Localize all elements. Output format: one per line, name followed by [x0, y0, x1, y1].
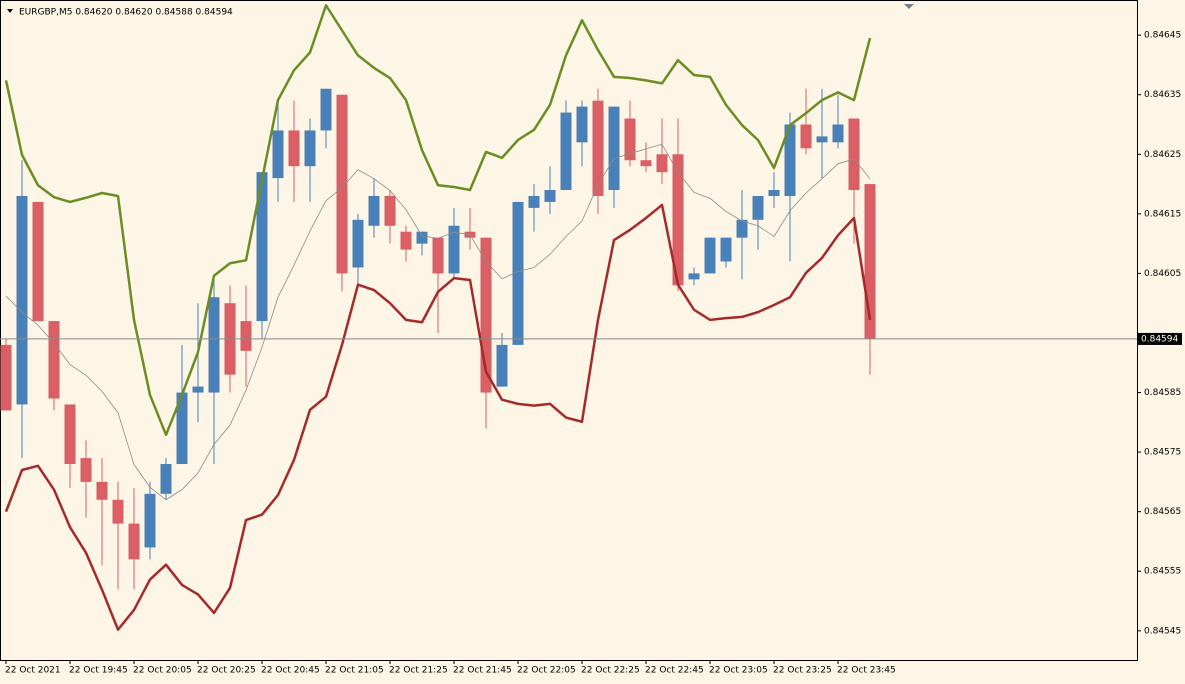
candle-body: [848, 118, 860, 191]
candle-body: [384, 195, 396, 226]
candle-body: [368, 195, 380, 226]
candle-body: [432, 237, 444, 274]
band-upper: [4, 4, 872, 437]
y-tick-label: 0.84605: [1144, 269, 1181, 279]
x-tick-label: 22 Oct 19:45: [69, 666, 128, 676]
chart-title: EURGBP,M5 0.84620 0.84620 0.84588 0.8459…: [19, 8, 233, 18]
candle-body: [672, 154, 684, 286]
candle-body: [64, 404, 76, 465]
candle-body: [512, 201, 524, 345]
candle-body: [16, 195, 28, 405]
candle-body: [256, 172, 268, 322]
candle-body: [96, 481, 108, 500]
candle-body: [160, 464, 172, 494]
candle-body: [176, 392, 188, 465]
candle-body: [592, 100, 604, 196]
x-tick-label: 22 Oct 23:45: [837, 666, 896, 676]
candle-body: [208, 297, 220, 393]
candle-body: [864, 184, 876, 339]
candle-body: [816, 136, 828, 143]
plot-frame: [0, 0, 1138, 661]
candle-body: [192, 386, 204, 393]
x-tick-label: 22 Oct 22:05: [517, 666, 576, 676]
y-tick-label: 0.84575: [1144, 448, 1181, 458]
current-price-box: [1138, 332, 1182, 345]
candle-body: [768, 190, 780, 196]
candle-body: [272, 130, 284, 179]
candle-body: [320, 88, 332, 131]
candle-body: [32, 201, 44, 322]
y-tick-label: 0.84545: [1144, 626, 1181, 636]
candle-body: [112, 499, 124, 524]
candle-body: [448, 225, 460, 274]
candle-body: [80, 458, 92, 482]
x-tick-label: 22 Oct 20:45: [261, 666, 320, 676]
x-tick-label: 22 Oct 22:25: [581, 666, 640, 676]
band-middle: [5, 143, 871, 501]
candle-body: [544, 190, 556, 202]
x-tick-label: 22 Oct 2021: [5, 666, 61, 676]
candle-body: [0, 344, 12, 411]
candle-body: [688, 273, 700, 280]
candle-body: [560, 112, 572, 191]
candle-body: [800, 124, 812, 149]
x-tick-label: 22 Oct 21:45: [453, 666, 512, 676]
y-tick-label: 0.84645: [1144, 31, 1181, 41]
band-lower: [4, 203, 872, 631]
shift-marker: [904, 4, 914, 9]
candle-body: [304, 130, 316, 167]
candle-body: [336, 94, 348, 274]
x-tick-label: 22 Oct 21:25: [389, 666, 448, 676]
candle-body: [352, 219, 364, 268]
candle-body: [416, 231, 428, 244]
candle-body: [128, 523, 140, 560]
candle-body: [624, 118, 636, 161]
candle-body: [704, 237, 716, 274]
candle-body: [480, 237, 492, 393]
menu-arrow[interactable]: [7, 9, 13, 13]
candle-body: [144, 493, 156, 548]
x-tick-label: 22 Oct 20:05: [133, 666, 192, 676]
y-tick-label: 0.84585: [1144, 388, 1181, 398]
candle-body: [240, 321, 252, 351]
y-tick-label: 0.84615: [1144, 209, 1181, 219]
y-tick-label: 0.84565: [1144, 507, 1181, 517]
candle-body: [640, 160, 652, 167]
x-tick-label: 22 Oct 22:45: [645, 666, 704, 676]
current-price-label: 0.84594: [1141, 334, 1178, 344]
y-tick-label: 0.84625: [1144, 150, 1181, 160]
y-tick-label: 0.84635: [1144, 90, 1181, 100]
x-tick-label: 22 Oct 23:25: [773, 666, 832, 676]
candle-body: [832, 124, 844, 143]
candle-body: [752, 195, 764, 220]
candle-body: [608, 106, 620, 191]
candle-body: [288, 130, 300, 167]
candle-body: [400, 231, 412, 250]
x-tick-label: 22 Oct 20:25: [197, 666, 256, 676]
y-tick-label: 0.84555: [1144, 567, 1181, 577]
candle-body: [784, 124, 796, 196]
candle-body: [528, 195, 540, 208]
candle-body: [496, 344, 508, 387]
candle-body: [736, 219, 748, 238]
x-tick-label: 22 Oct 21:05: [325, 666, 384, 676]
candle-body: [656, 154, 668, 173]
x-tick-label: 22 Oct 23:05: [709, 666, 768, 676]
candle-body: [720, 237, 732, 262]
candle-body: [48, 321, 60, 399]
candle-body: [576, 106, 588, 143]
